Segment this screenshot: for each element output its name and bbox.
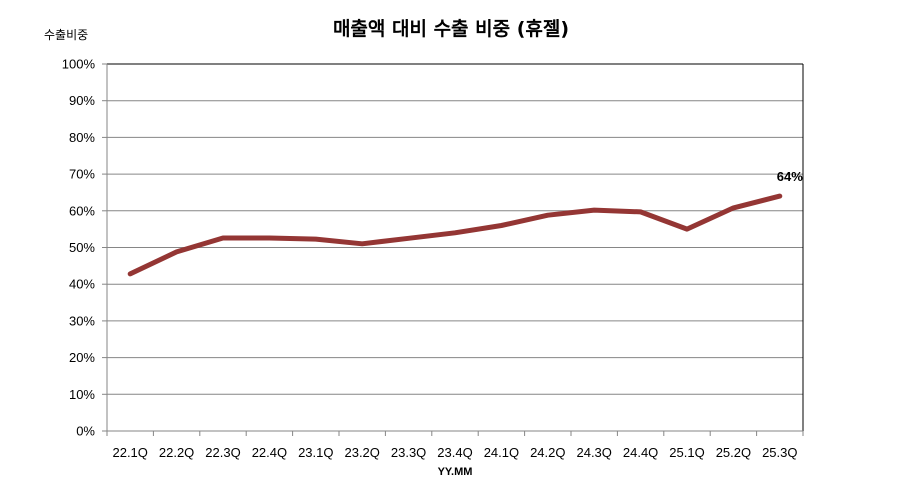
- y-tick-label: 80%: [69, 130, 95, 145]
- x-tick-label: 25.1Q: [669, 445, 704, 460]
- x-axis-label: YY.MM: [437, 466, 473, 478]
- y-tick-label: 20%: [69, 350, 95, 365]
- y-tick-label: 100%: [62, 57, 96, 72]
- x-tick-label: 22.4Q: [252, 445, 287, 460]
- x-tick-label: 23.2Q: [344, 445, 379, 460]
- x-tick-label: 25.2Q: [716, 445, 751, 460]
- x-tick-label: 25.3Q: [762, 445, 797, 460]
- chart-title: 매출액 대비 수출 비중 (휴젤): [332, 18, 570, 40]
- y-axis-label: 수출비중: [44, 28, 89, 42]
- y-tick-label: 30%: [69, 313, 95, 328]
- x-tick-label: 22.3Q: [205, 445, 240, 460]
- y-tick-label: 0%: [76, 424, 95, 439]
- data-label: 64%: [777, 169, 803, 184]
- x-tick-label: 23.3Q: [391, 445, 426, 460]
- x-tick-label: 22.1Q: [112, 445, 147, 460]
- x-tick-label: 23.4Q: [437, 445, 472, 460]
- y-tick-label: 50%: [69, 240, 95, 255]
- y-tick-label: 60%: [69, 203, 95, 218]
- x-tick-label: 22.2Q: [159, 445, 194, 460]
- y-tick-label: 10%: [69, 387, 95, 402]
- x-tick-label: 24.3Q: [576, 445, 611, 460]
- x-tick-label: 24.1Q: [484, 445, 519, 460]
- x-tick-label: 24.2Q: [530, 445, 565, 460]
- y-tick-label: 70%: [69, 167, 95, 182]
- x-tick-label: 23.1Q: [298, 445, 333, 460]
- x-tick-label: 24.4Q: [623, 445, 658, 460]
- series-line: [127, 193, 783, 277]
- y-tick-label: 90%: [69, 93, 95, 108]
- y-tick-label: 40%: [69, 277, 95, 292]
